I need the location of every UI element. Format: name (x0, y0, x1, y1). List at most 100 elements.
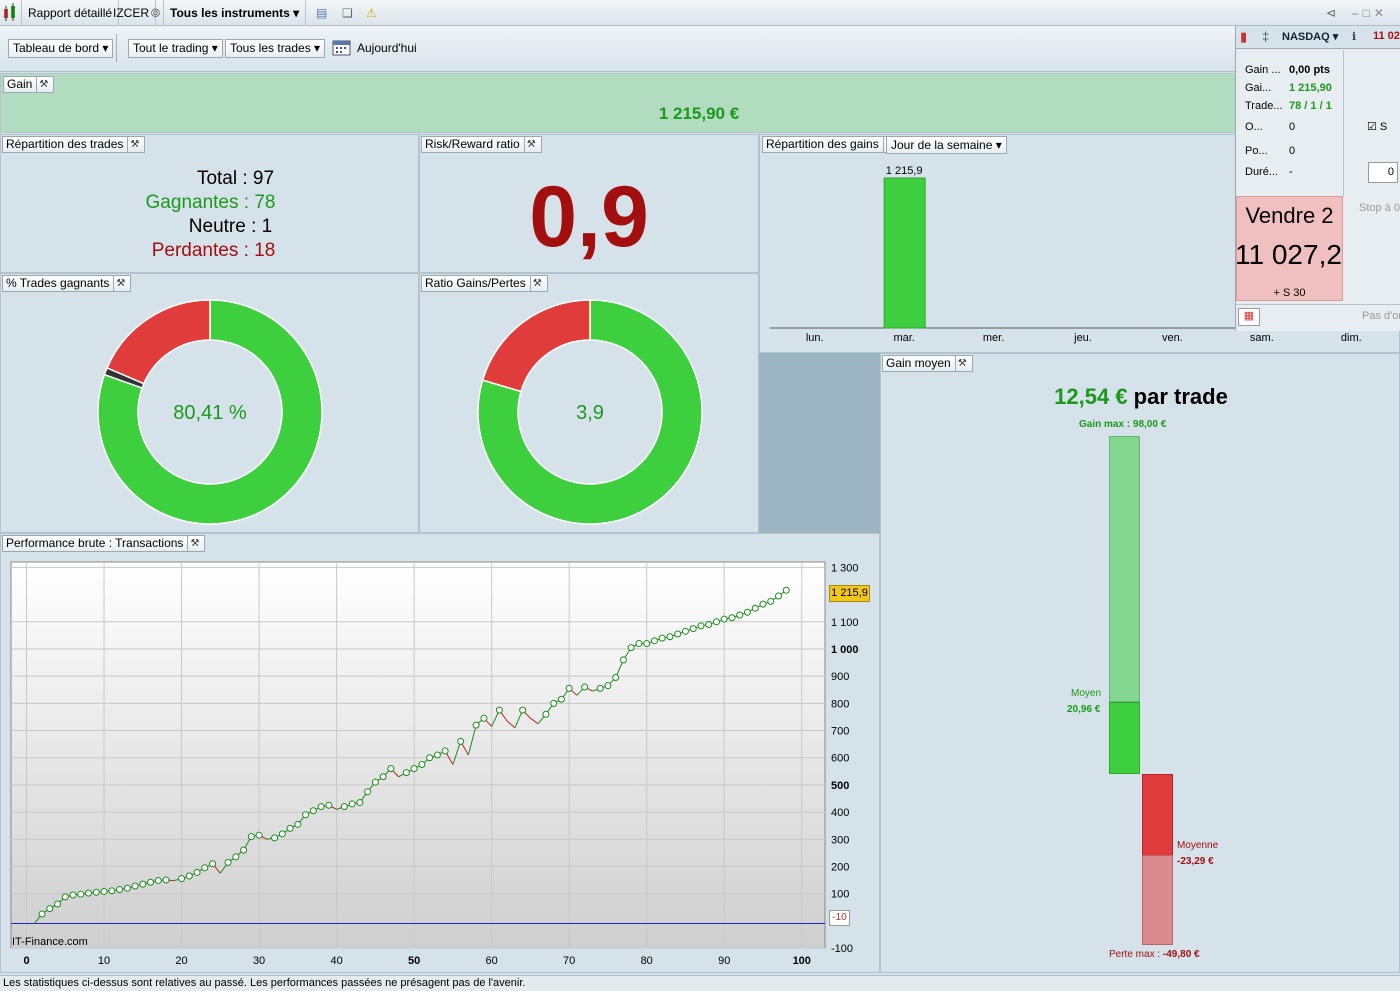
data-point (774, 592, 782, 600)
x-tick-label: 40 (330, 955, 342, 967)
average-gain-panel: Gain moyen ⚒ 12,54 € par trade Gain max :… (880, 353, 1400, 973)
average-gain-amount: 12,54 € (1054, 384, 1128, 409)
gain-title[interactable]: Gain ⚒ (3, 76, 55, 93)
x-tick-label: 60 (486, 955, 498, 967)
wrench-icon[interactable]: ⚒ (187, 536, 201, 551)
data-point (681, 627, 689, 635)
x-tick-label: 100 (793, 955, 811, 967)
gain-panel: Gain ⚒ 1 215,90 € (0, 73, 1236, 133)
average-gain-headline: 12,54 € par trade (881, 384, 1400, 410)
wrench-icon[interactable]: ⚒ (523, 137, 538, 152)
warning-icon[interactable]: ⚠ (366, 6, 377, 20)
data-point (596, 684, 604, 692)
average-loss-label: Moyenne (1177, 840, 1219, 851)
data-point (542, 710, 550, 718)
x-tick-label: 70 (563, 955, 575, 967)
sell-label: Vendre 2 (1245, 203, 1334, 228)
data-point (123, 884, 131, 892)
wrench-icon[interactable]: ⚒ (954, 356, 969, 371)
x-tick-label: 30 (253, 955, 265, 967)
y-tick-label: 700 (831, 726, 849, 738)
bar-tick-label: lun. (806, 332, 824, 344)
baseline-badge: -10 (829, 910, 850, 926)
toolbar-divider (116, 34, 117, 62)
window-controls[interactable]: –□✕ (1352, 6, 1388, 20)
data-point (46, 905, 54, 913)
checkbox-s-label: S (1379, 121, 1388, 133)
data-point (550, 699, 558, 707)
today-label[interactable]: Aujourd'hui (357, 41, 417, 55)
instruments-dropdown[interactable]: Tous les instruments ▾ (164, 0, 307, 26)
data-point (286, 824, 294, 832)
quantity-input[interactable]: 0 (1368, 162, 1398, 183)
wrench-icon[interactable]: ⚒ (529, 276, 544, 291)
trading-dropdown[interactable]: Tout le trading ▾ (128, 39, 223, 58)
performance-title[interactable]: Performance brute : Transactions ⚒ (2, 535, 206, 552)
data-point (201, 864, 209, 872)
stop-label[interactable]: Stop à 0 (1359, 202, 1400, 214)
max-loss-bar (1142, 855, 1173, 945)
trade-distribution-title[interactable]: Répartition des trades ⚒ (2, 136, 146, 153)
instrument-dropdown[interactable]: NASDAQ ▾ (1282, 31, 1339, 43)
side-row-label: Gai... (1245, 82, 1272, 94)
side-row-value: 1 215,90 (1289, 82, 1332, 94)
link-icon[interactable]: ‡ (1262, 29, 1270, 44)
link-icon[interactable]: ⦾ (148, 0, 164, 26)
checkbox-s[interactable]: ☑ S (1367, 121, 1388, 133)
data-point (116, 886, 124, 894)
gain-value: 1 215,90 € (658, 104, 740, 123)
share-icon[interactable]: ⊲ (1326, 6, 1337, 20)
brand-label: IT-Finance.com (12, 936, 88, 948)
data-point (209, 860, 217, 868)
status-bar: Les statistiques ci-dessus sont relative… (0, 975, 1400, 991)
data-point (689, 625, 697, 633)
donut-slice-losses (481, 299, 591, 393)
account-label: IZCER (107, 0, 156, 26)
wrench-icon[interactable]: ⚒ (36, 77, 50, 92)
weekday-dropdown[interactable]: Jour de la semaine ▾ (886, 136, 1007, 154)
side-row-label: O... (1245, 121, 1263, 133)
data-point (147, 878, 155, 886)
calendar-icon[interactable] (332, 39, 352, 57)
data-point (410, 765, 418, 773)
chart-icon[interactable]: ▤ (316, 6, 328, 20)
data-point (418, 761, 426, 769)
data-point (635, 640, 643, 648)
candles-icon[interactable]: ▮ (1240, 29, 1248, 44)
data-point (224, 858, 232, 866)
side-row-label: Gain ... (1245, 64, 1281, 76)
info-icon[interactable]: ℹ (1352, 31, 1357, 43)
data-point (379, 773, 387, 781)
wrench-icon[interactable]: ⚒ (113, 276, 127, 291)
sell-button[interactable]: Vendre 2 11 027,2 + S 30 (1236, 196, 1343, 301)
trading-label: Tout le trading (133, 41, 209, 55)
average-gain-title[interactable]: Gain moyen ⚒ (882, 355, 973, 372)
data-point (348, 800, 356, 808)
dashboard-dropdown[interactable]: Tableau de bord ▾ (8, 39, 114, 58)
win-rate-title[interactable]: % Trades gagnants ⚒ (2, 275, 132, 292)
performance-panel: Performance brute : Transactions ⚒ 0 10 20 3… (0, 533, 880, 973)
data-point (77, 890, 85, 898)
instrument-label: NASDAQ (1282, 31, 1330, 43)
line-segment (452, 741, 462, 765)
app-icon (0, 0, 22, 26)
sell-price: 11 027,2 (1235, 239, 1342, 270)
average-gain-label: Gain moyen (886, 356, 951, 370)
risk-reward-title[interactable]: Risk/Reward ratio ⚒ (421, 136, 542, 153)
data-point (619, 656, 627, 664)
performance-line-chart: 0 10 20 30 40 50 60 70 80 90 100 1 300 1 100 1 000 900… (10, 561, 859, 967)
wrench-icon[interactable]: ⚒ (127, 137, 141, 152)
winning-trades: Gagnantes : 78 (145, 192, 276, 213)
data-point (317, 803, 325, 811)
copy-icon[interactable]: ❏ (342, 6, 353, 20)
average-loss-bar (1142, 774, 1173, 856)
gain-loss-ratio-title[interactable]: Ratio Gains/Pertes ⚒ (421, 275, 548, 292)
data-point (565, 684, 573, 692)
side-row: Gain ... 0,00 pts (1245, 64, 1345, 82)
report-title: Rapport détaillé (22, 0, 120, 26)
grid-order-icon[interactable]: ▦ (1238, 308, 1260, 326)
data-point (100, 887, 108, 895)
no-order-label: Pas d'or (1362, 310, 1400, 322)
data-point (650, 637, 658, 645)
trades-dropdown[interactable]: Tous les trades ▾ (225, 39, 326, 58)
